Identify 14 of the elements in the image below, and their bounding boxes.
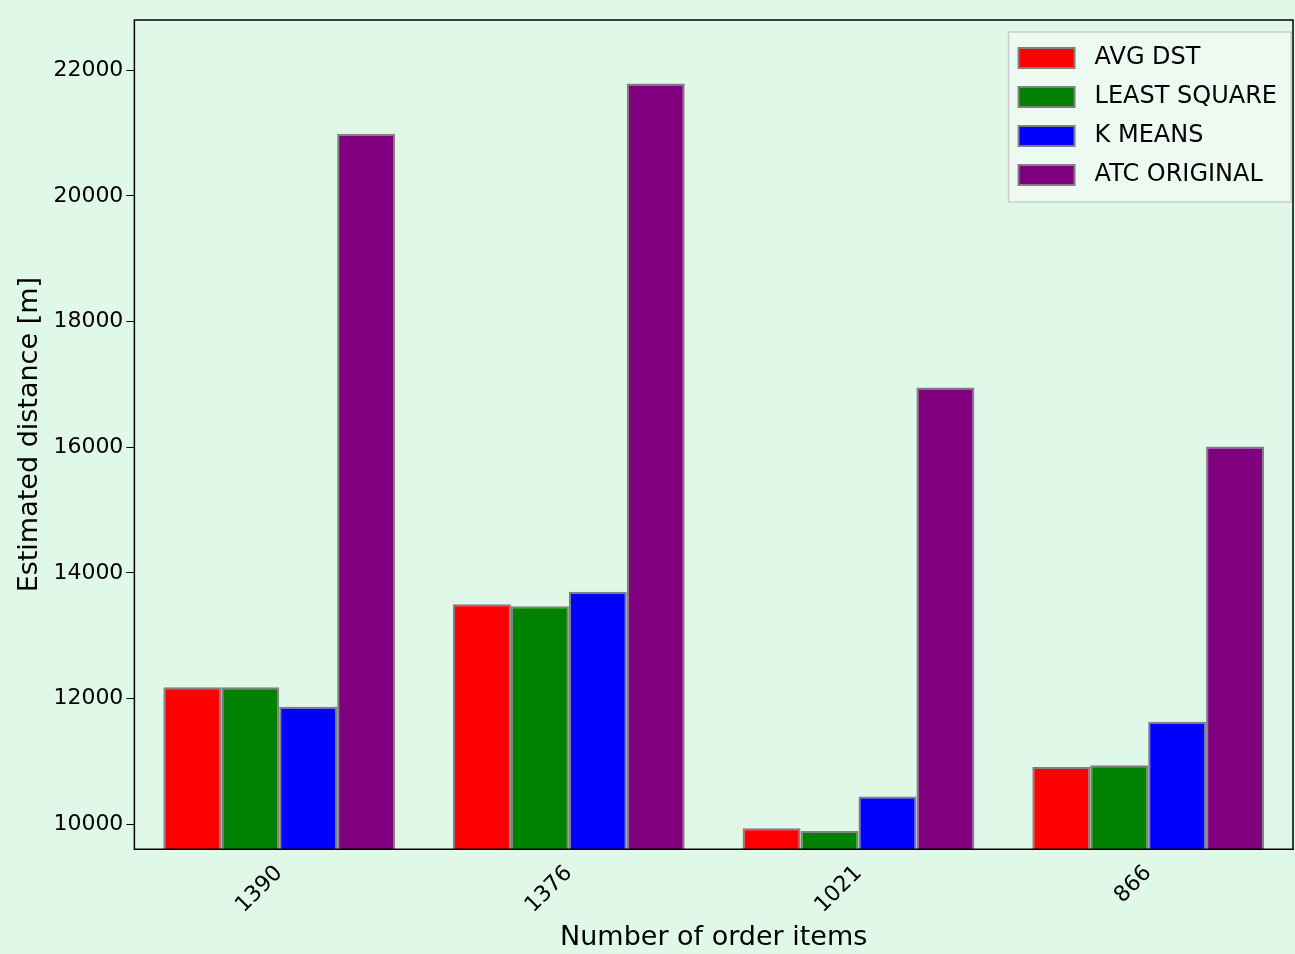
y-tick-label: 18000 (53, 307, 124, 333)
x-tick-label: 866 (1108, 859, 1156, 907)
y-tick-label: 16000 (53, 432, 124, 458)
y-tick-label: 22000 (53, 55, 124, 81)
y-axis-title: Estimated distance [m] (12, 277, 44, 593)
x-axis-title: Number of order items (560, 919, 868, 951)
legend-label: K MEANS (1094, 120, 1204, 149)
y-tick-label: 12000 (53, 684, 124, 710)
legend-label: LEAST SQUARE (1094, 81, 1278, 110)
legend-label: AVG DST (1094, 42, 1201, 71)
legend-label: ATC ORIGINAL (1094, 159, 1264, 188)
y-tick-label: 14000 (53, 558, 124, 584)
y-tick-label: 10000 (53, 809, 124, 835)
y-tick-label: 20000 (53, 181, 124, 207)
